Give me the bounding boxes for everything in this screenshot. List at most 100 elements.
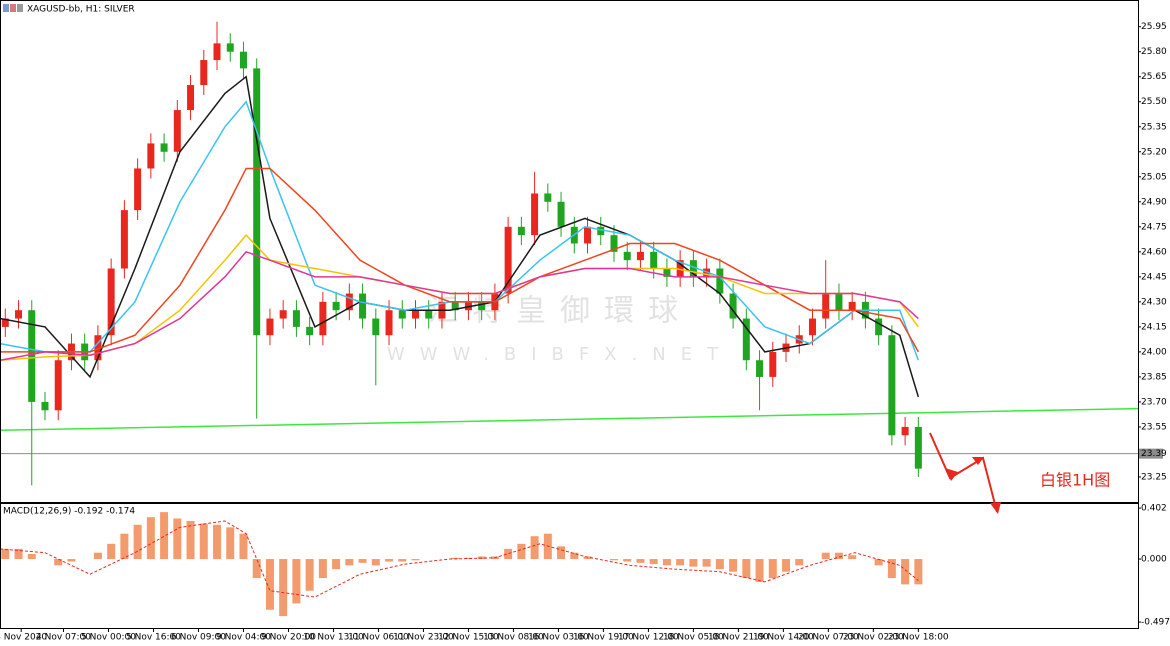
macd-bar	[782, 559, 791, 572]
y-tick-label: 24.75	[1141, 222, 1167, 232]
icon	[10, 4, 16, 12]
x-tick-label: 5 Nov 16:00	[126, 633, 181, 643]
macd-bar	[504, 548, 513, 560]
x-tick-label: 12 Nov 15:00	[438, 633, 499, 643]
x-tick-label: 23 Nov 18:00	[888, 633, 949, 643]
current-price-box	[1139, 448, 1163, 459]
macd-bar	[120, 533, 129, 560]
macd-bar	[54, 559, 63, 566]
price-panel: 25.95 25.80 25.65 25.50 25.35 25.20 25.05 24.90…	[0, 21, 1167, 643]
candle-body	[822, 293, 830, 319]
macd-bar	[107, 543, 116, 560]
candle-body	[808, 318, 816, 336]
macd-bar	[279, 559, 288, 617]
candle-body	[345, 293, 353, 311]
macd-bar	[239, 533, 248, 560]
arrow-head	[945, 468, 958, 481]
candle-body	[848, 301, 856, 311]
x-tick-label: 11 Nov 06:00	[348, 633, 409, 643]
candle-body	[187, 85, 195, 111]
macd-bar	[305, 559, 314, 591]
macd-bar	[636, 559, 645, 563]
candle-body	[306, 326, 314, 336]
x-tick-label: 18 Nov 05:00	[663, 633, 724, 643]
candle-body	[120, 210, 128, 269]
y-tick-label: 0.000	[1141, 555, 1167, 565]
x-tick-label: 4 Nov 07:00	[36, 633, 91, 643]
y-tick-label: 23.70	[1141, 397, 1167, 407]
x-tick-label: 17 Nov 12:00	[618, 633, 679, 643]
x-tick-label: 20 Nov 07:00	[798, 633, 859, 643]
candle-body	[147, 143, 155, 169]
macd-bar	[649, 559, 658, 565]
macd-bar	[27, 553, 36, 560]
x-tick-label: 18 Nov 21:00	[708, 633, 769, 643]
macd-bar	[901, 559, 910, 585]
moving-average	[0, 250, 919, 361]
y-tick-label: 25.65	[1141, 72, 1167, 82]
candle-body	[266, 318, 274, 336]
x-tick-label: 23 Nov 02:00	[843, 633, 904, 643]
candle-body	[28, 310, 36, 402]
candle-body	[226, 43, 234, 52]
macd-bar	[662, 559, 671, 566]
x-tick-label: 16 Nov 03:00	[528, 633, 589, 643]
macd-title: MACD(12,26,9) -0.192 -0.174	[3, 507, 135, 517]
candle-body	[663, 268, 671, 277]
candle-body	[54, 360, 62, 411]
macd-bar	[226, 527, 235, 560]
candle-body	[689, 260, 697, 277]
macd-bar	[332, 559, 341, 570]
candle-body	[597, 226, 605, 236]
macd-frame	[0, 503, 1139, 629]
annotation: 白银1H图	[1040, 471, 1110, 490]
macd-bar	[464, 557, 473, 560]
x-tick-label: 13 Nov 08:00	[483, 633, 544, 643]
candle-body	[412, 310, 420, 319]
x-tick-label: 19 Nov 14:00	[753, 633, 814, 643]
candle-body	[756, 360, 764, 377]
candle-body	[544, 193, 552, 202]
y-tick-label: -0.497	[1141, 618, 1170, 628]
macd-bar	[213, 524, 222, 560]
candle-body	[504, 226, 512, 294]
macd-bar	[14, 548, 23, 560]
x-tick-label: 9 Nov 20:00	[261, 633, 316, 643]
candle-body	[636, 251, 644, 261]
y-tick-label: 25.50	[1141, 97, 1167, 107]
macd-bar	[530, 536, 539, 560]
moving-average	[0, 75, 920, 398]
macd-bar	[398, 559, 407, 562]
macd-bar	[146, 517, 155, 560]
candle-body	[359, 293, 367, 319]
candle-body	[332, 301, 340, 311]
candle-body	[676, 260, 684, 277]
macd-bar	[67, 559, 76, 562]
candle-body	[901, 426, 909, 436]
y-tick-label: 24.30	[1141, 297, 1167, 307]
price-frame	[0, 0, 1139, 503]
y-tick-label: 0.402	[1141, 504, 1167, 514]
chart-title: XAGUSD-bb, H1: SILVER	[27, 5, 135, 15]
y-tick-label: 24.45	[1141, 272, 1167, 282]
macd-bar	[755, 559, 764, 582]
macd-bar	[371, 559, 380, 566]
candle-body	[769, 351, 777, 377]
x-tick-label: 10 Nov 13:00	[303, 633, 364, 643]
y-tick-label: 25.80	[1141, 47, 1167, 57]
arrow-head	[972, 457, 984, 465]
macd-bar	[265, 559, 274, 610]
macd-bar	[834, 552, 843, 560]
candle-body	[200, 60, 208, 86]
candle-body	[888, 335, 896, 436]
macd-bar	[292, 559, 301, 604]
candle-body	[478, 301, 486, 311]
y-tick-label: 25.35	[1141, 122, 1167, 132]
macd-bar	[874, 559, 883, 566]
candle-body	[94, 335, 102, 361]
macd-bar	[385, 559, 394, 562]
y-tick-label: 24.60	[1141, 247, 1167, 257]
macd-bar	[186, 521, 195, 560]
icon	[17, 4, 23, 12]
